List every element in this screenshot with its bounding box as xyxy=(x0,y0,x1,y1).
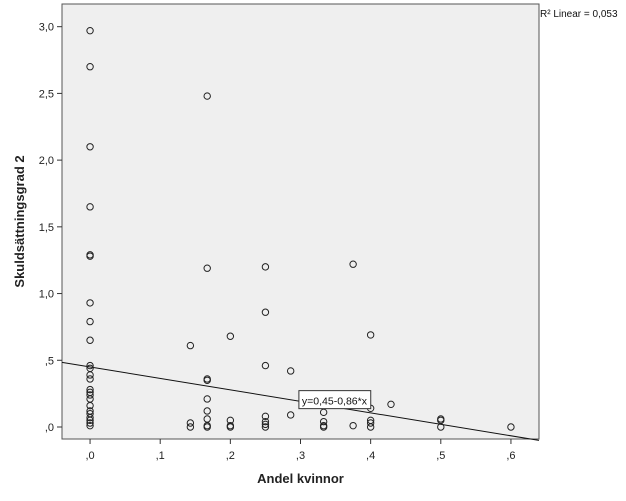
data-point xyxy=(366,331,375,339)
x-tick-label: ,6 xyxy=(506,450,515,462)
data-point xyxy=(261,361,270,370)
data-point xyxy=(86,252,94,260)
data-point xyxy=(203,395,211,403)
data-point xyxy=(86,317,94,326)
x-axis-title: Andel kvinnor xyxy=(257,471,344,486)
data-point xyxy=(261,308,270,316)
data-point xyxy=(226,332,235,340)
plot-area xyxy=(61,3,540,440)
data-point xyxy=(261,263,270,271)
data-point xyxy=(203,264,211,272)
y-tick-label: 1,0 xyxy=(39,289,54,301)
data-point xyxy=(203,423,211,431)
y-tick-label: 1,5 xyxy=(39,222,54,234)
data-point xyxy=(86,63,94,71)
data-point xyxy=(366,419,375,427)
data-point xyxy=(203,407,211,415)
x-axis: ,0 ,1 ,2 ,3 ,4 ,5 ,6 xyxy=(85,439,516,462)
data-point xyxy=(286,411,295,419)
data-point xyxy=(203,376,211,384)
data-point xyxy=(261,417,270,426)
data-point xyxy=(349,421,357,430)
data-point xyxy=(286,367,295,375)
data-point xyxy=(86,391,94,399)
y-tick-label: ,0 xyxy=(45,422,54,434)
r2-label: R² Linear = 0,053 xyxy=(540,9,618,20)
y-tick-label: 2,0 xyxy=(39,155,54,167)
data-point xyxy=(86,375,94,383)
data-point xyxy=(86,385,94,394)
y-axis: ,0 ,5 1,0 1,5 2,0 2,5 3,0 xyxy=(39,22,62,434)
x-tick-label: ,1 xyxy=(156,450,165,462)
data-point xyxy=(86,419,94,427)
data-point xyxy=(86,413,94,422)
equation-box xyxy=(298,390,372,410)
data-point xyxy=(186,419,195,427)
y-tick-label: 3,0 xyxy=(39,22,54,34)
data-point xyxy=(387,400,395,409)
data-point xyxy=(186,341,195,350)
data-point xyxy=(86,361,94,370)
y-tick-label: ,5 xyxy=(45,355,54,367)
data-point xyxy=(86,416,94,425)
data-point xyxy=(86,401,94,410)
data-point xyxy=(319,423,328,431)
data-point xyxy=(261,420,270,429)
data-point xyxy=(261,412,270,421)
data-point xyxy=(86,203,94,211)
data-point xyxy=(437,423,445,431)
data-point xyxy=(366,423,375,431)
data-point xyxy=(86,143,94,151)
data-point xyxy=(507,423,515,431)
y-axis-title: Skuldsättningsgrad 2 xyxy=(12,155,27,287)
y-tick-label: 2,5 xyxy=(39,88,54,100)
x-tick-label: ,4 xyxy=(366,450,375,462)
data-point xyxy=(349,260,357,268)
data-point xyxy=(86,336,94,344)
data-point xyxy=(86,26,94,35)
x-tick-label: ,5 xyxy=(436,450,445,462)
data-point xyxy=(203,92,211,100)
data-point xyxy=(261,423,270,431)
x-tick-label: ,3 xyxy=(296,450,305,462)
data-point xyxy=(86,371,94,379)
x-tick-label: ,0 xyxy=(85,450,94,462)
data-point xyxy=(226,423,235,431)
x-tick-label: ,2 xyxy=(226,450,235,462)
equation-label: y=0,45-0,86*x xyxy=(302,396,368,408)
data-point xyxy=(186,423,195,431)
data-point xyxy=(86,421,94,430)
data-point xyxy=(319,417,328,426)
data-point xyxy=(86,299,94,307)
